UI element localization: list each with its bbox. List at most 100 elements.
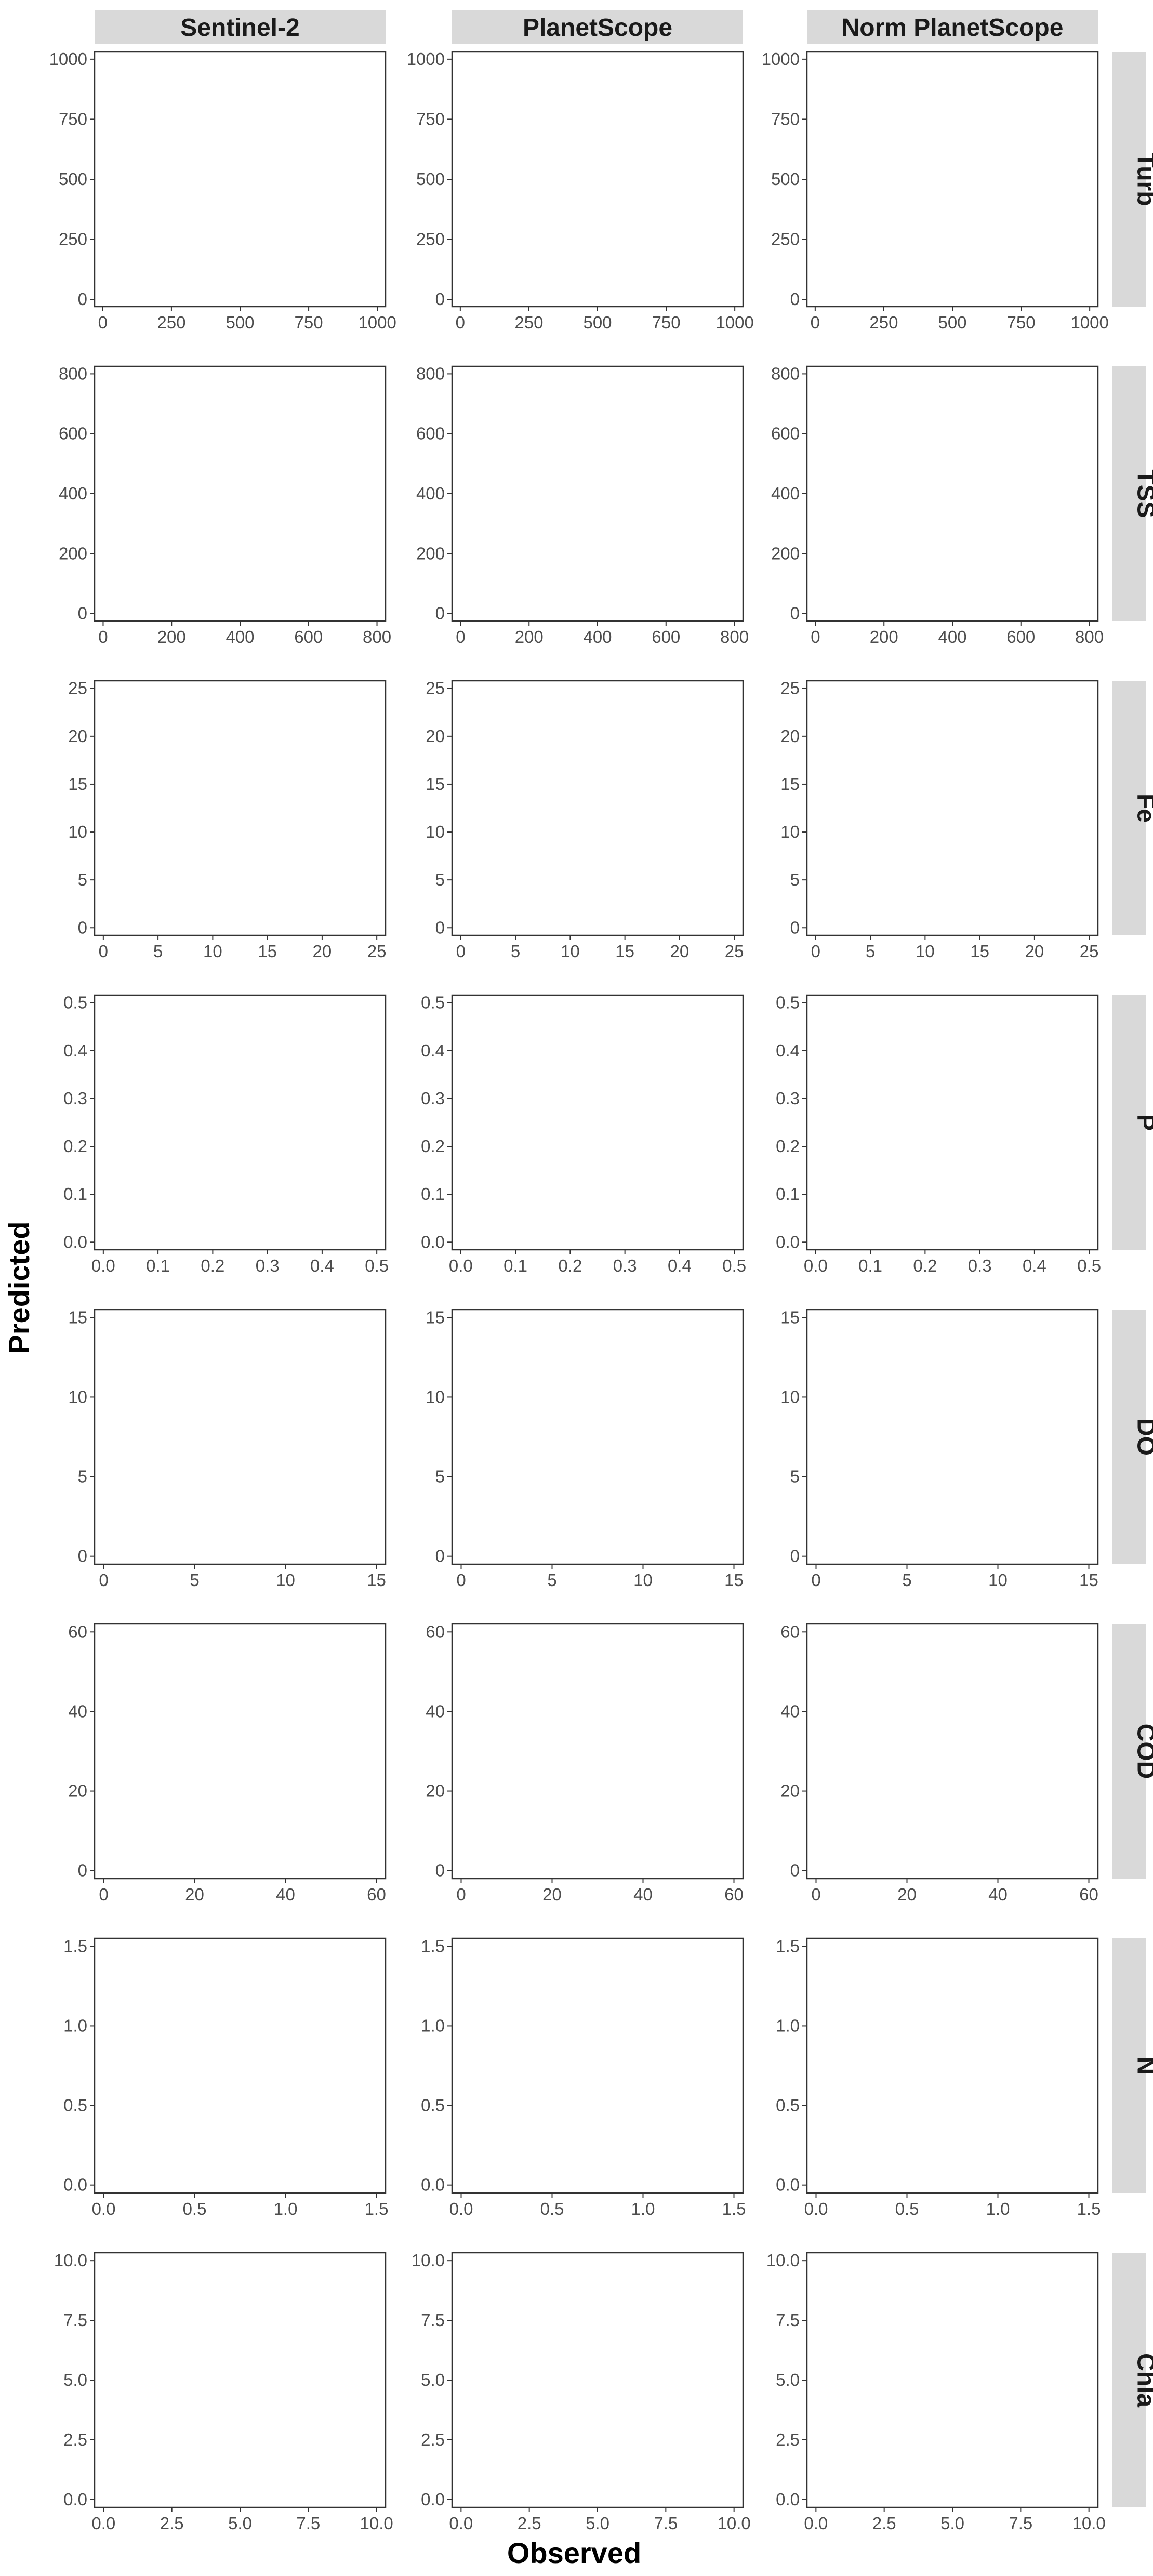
x-tick-label: 0 [456,313,465,332]
x-tick-label: 20 [1025,942,1044,961]
x-tick-label: 600 [652,627,680,646]
y-tick-label: 500 [59,169,87,189]
y-tick-label: 0 [790,289,800,309]
x-tick-label: 0.3 [968,1256,992,1275]
y-tick-label: 0 [790,1547,800,1566]
x-tick-label: 10 [916,942,935,961]
panel-border [806,51,1099,308]
row-strip: DO [1112,1310,1153,1564]
y-tick-label: 10 [780,1387,800,1406]
x-tick-label: 15 [970,942,989,961]
x-tick-label: 800 [720,627,749,646]
y-tick-label: 0.5 [776,993,800,1012]
y-tick-label: 400 [771,484,800,503]
x-tick-label: 5 [547,1570,556,1590]
y-tick-label: 0.0 [421,1232,445,1251]
x-tick-label: 5 [902,1570,911,1590]
y-tick-label: 5 [790,1467,800,1486]
x-tick-label: 0.0 [91,1256,115,1275]
column-strip: Sentinel-2 [95,10,386,44]
y-tick-label: 60 [68,1622,87,1641]
x-tick-label: 0.3 [256,1256,280,1275]
x-tick-label: 25 [367,942,387,961]
row-strip-bg [1112,681,1146,935]
x-tick-label: 0.1 [858,1256,882,1275]
x-tick-label: 0 [811,942,820,961]
y-tick-label: 0.5 [63,993,87,1012]
x-tick-label: 5 [190,1570,199,1590]
y-tick-label: 0 [78,1547,87,1566]
column-strip-label: PlanetScope [523,14,672,42]
y-tick-label: 15 [426,1307,445,1327]
y-tick-label: 250 [416,230,445,249]
panel-border [451,680,744,936]
panel-border [451,1309,744,1565]
column-strip-label: Norm PlanetScope [842,14,1064,42]
column-strip-bg [807,10,1098,44]
row-strip-label: Turb [1132,152,1153,206]
row-strip: Turb [1112,52,1153,307]
x-tick-label: 0.2 [558,1256,582,1275]
row-strip-bg [1112,1310,1146,1564]
y-tick-label: 20 [780,726,800,746]
x-tick-label: 5 [866,942,875,961]
y-tick-label: 0.3 [63,1089,87,1108]
y-tick-label: 500 [416,169,445,189]
x-tick-label: 0 [98,627,108,646]
x-tick-label: 10 [988,1570,1008,1590]
y-tick-label: 1000 [49,49,87,69]
y-tick-label: 15 [780,774,800,794]
x-tick-label: 800 [363,627,391,646]
column-strip: PlanetScope [452,10,743,44]
y-tick-label: 0 [78,289,87,309]
x-tick-label: 0 [811,1570,820,1590]
panel-border [451,51,744,308]
y-tick-label: 250 [771,230,800,249]
y-tick-label: 15 [426,774,445,794]
y-tick-label: 0 [435,918,445,937]
y-tick-label: 5 [78,1467,87,1486]
column-strip-bg [95,10,386,44]
row-strip: COD [1112,1624,1153,1879]
y-tick-label: 600 [771,424,800,443]
y-tick-label: 0.2 [63,1137,87,1156]
x-tick-label: 500 [583,313,612,332]
y-tick-label: 800 [416,364,445,383]
y-tick-label: 0.2 [421,1137,445,1156]
x-tick-label: 0 [811,313,820,332]
x-tick-label: 600 [294,627,323,646]
x-tick-label: 1000 [715,313,753,332]
x-tick-label: 250 [157,313,185,332]
x-tick-label: 0 [99,942,108,961]
y-tick-label: 20 [426,726,445,746]
y-tick-label: 1000 [407,49,445,69]
x-tick-label: 0.0 [804,1256,828,1275]
y-tick-label: 10 [426,822,445,841]
data-point [344,961,350,967]
y-tick-label: 250 [59,230,87,249]
panel-border [94,51,387,308]
panel-border [451,365,744,622]
x-axis-title: Observed [507,2537,641,2569]
y-tick-label: 1000 [762,49,800,69]
x-tick-label: 0.5 [722,1256,746,1275]
y-tick-label: 0.5 [421,993,445,1012]
x-tick-label: 0.3 [613,1256,637,1275]
row-strip-label: P [1132,1114,1153,1131]
panel-border [451,994,744,1251]
x-tick-label: 500 [226,313,254,332]
x-tick-label: 25 [725,942,744,961]
y-tick-label: 20 [68,726,87,746]
y-tick-label: 0 [435,604,445,623]
row-strip: Fe [1112,681,1153,935]
y-tick-label: 400 [416,484,445,503]
y-tick-label: 200 [771,544,800,563]
